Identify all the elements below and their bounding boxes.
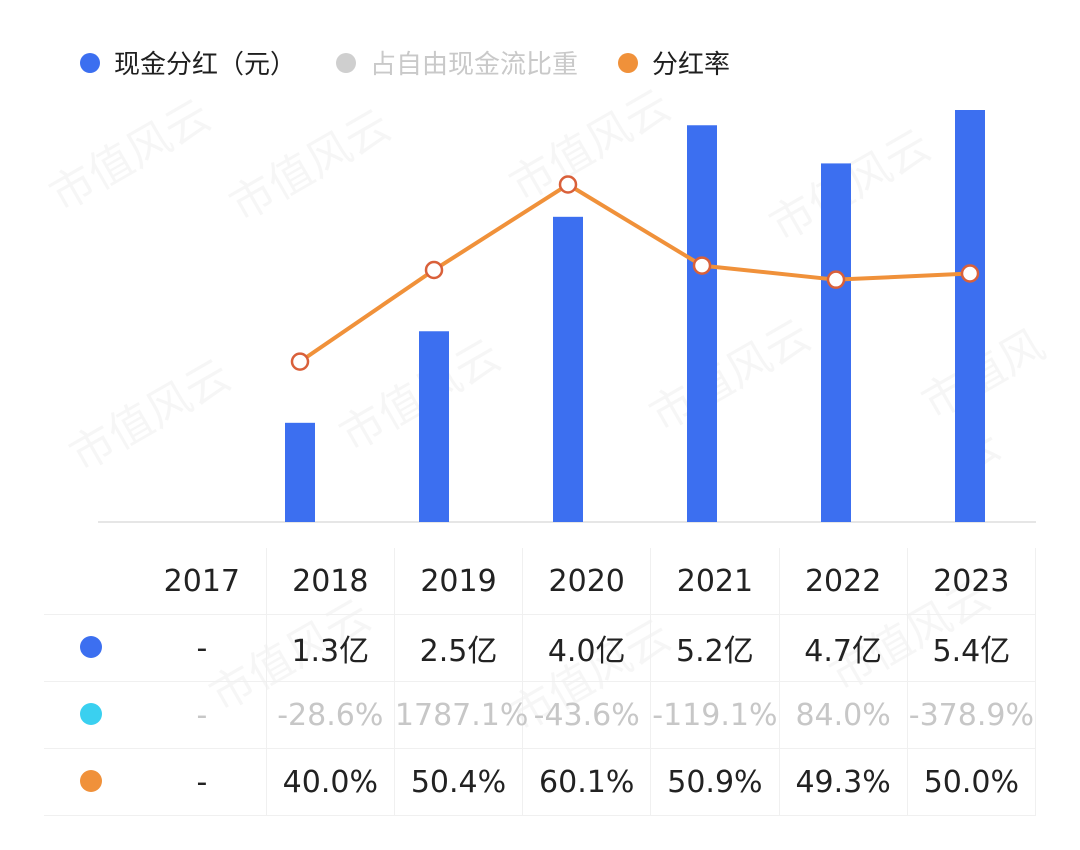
table-row-fcf-share: - -28.6% 1787.1% -43.6% -119.1% 84.0% -3… [44, 681, 1037, 749]
row-dot-payout-ratio [80, 769, 102, 792]
year-header: 2019 [394, 548, 524, 615]
payout-point-2020[interactable] [558, 175, 578, 194]
payout-point-2023[interactable] [960, 264, 980, 283]
year-header: 2022 [779, 548, 908, 615]
bar-2018[interactable] [285, 422, 315, 522]
table-cell: -119.1% [650, 681, 780, 749]
bar-2019[interactable] [419, 331, 449, 522]
chart-plot [98, 110, 1036, 523]
table-header-row: 2017 2018 2019 2020 2021 2022 2023 [44, 548, 1037, 615]
year-header: 2018 [266, 548, 395, 615]
table-row-cash-dividend: - 1.3亿 2.5亿 4.0亿 5.2亿 4.7亿 5.4亿 [44, 614, 1037, 682]
table-cell: 5.4亿 [907, 614, 1037, 682]
table-cell: -378.9% [907, 681, 1037, 749]
legend-dot-cash-dividend [80, 52, 100, 73]
row-dot-fcf-share [80, 702, 102, 725]
year-header: 2020 [522, 548, 652, 615]
table-cell: 1.3亿 [266, 614, 395, 682]
bar-2022[interactable] [821, 163, 851, 522]
payout-point-2018[interactable] [290, 352, 310, 371]
table-cell: 5.2亿 [650, 614, 780, 682]
table-cell: 60.1% [522, 748, 652, 816]
table-cell: - [138, 681, 267, 749]
legend-item-fcf-share[interactable]: 占自由现金流比重 [336, 44, 578, 81]
row-marker-fcf-share [44, 681, 138, 749]
table-cell: 4.0亿 [522, 614, 652, 682]
legend-item-payout-ratio[interactable]: 分红率 [618, 44, 730, 81]
row-dot-cash-dividend [80, 635, 102, 658]
table-cell: 84.0% [779, 681, 908, 749]
bar-2020[interactable] [553, 216, 583, 522]
legend: 现金分红（元） 占自由现金流比重 分红率 [80, 44, 770, 81]
year-header: 2017 [138, 548, 267, 615]
table-cell: 1787.1% [394, 681, 528, 749]
table-cell: 50.0% [907, 748, 1037, 816]
legend-dot-payout-ratio [618, 52, 639, 73]
year-header: 2021 [650, 548, 780, 615]
table-cell: -28.6% [266, 681, 395, 749]
payout-point-2022[interactable] [826, 270, 846, 289]
year-header: 2023 [907, 548, 1037, 615]
table-cell: 40.0% [266, 748, 395, 816]
table-corner [44, 548, 138, 615]
legend-label-cash-dividend: 现金分红（元） [114, 50, 297, 80]
row-marker-payout-ratio [44, 748, 138, 816]
table-cell: -43.6% [522, 681, 652, 749]
row-marker-cash-dividend [44, 614, 138, 682]
table-cell: 4.7亿 [779, 614, 908, 682]
table-cell: - [138, 614, 267, 682]
table-cell: - [138, 748, 267, 816]
legend-item-cash-dividend[interactable]: 现金分红（元） [80, 44, 296, 81]
table-cell: 50.9% [650, 748, 780, 816]
legend-dot-fcf-share [336, 52, 357, 73]
payout-ratio-line [298, 182, 971, 364]
legend-label-fcf-share: 占自由现金流比重 [370, 50, 579, 80]
bar-2023[interactable] [955, 110, 985, 522]
table-cell: 50.4% [394, 748, 524, 816]
payout-point-2019[interactable] [424, 260, 444, 280]
table-row-payout-ratio: - 40.0% 50.4% 60.1% 50.9% 49.3% 50.0% [44, 748, 1037, 816]
table-cell: 49.3% [779, 748, 908, 816]
bar-2021[interactable] [687, 125, 717, 522]
table-cell: 2.5亿 [394, 614, 524, 682]
data-table: 2017 2018 2019 2020 2021 2022 2023 - 1.3… [44, 548, 1037, 816]
payout-point-2021[interactable] [692, 256, 712, 275]
legend-label-payout-ratio: 分红率 [652, 50, 731, 80]
